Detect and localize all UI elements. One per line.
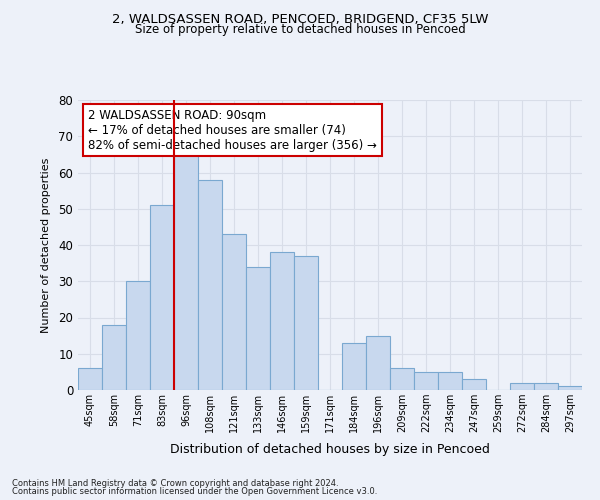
Bar [438,372,462,390]
Text: Contains public sector information licensed under the Open Government Licence v3: Contains public sector information licen… [12,487,377,496]
Bar [534,383,558,390]
Bar [390,368,414,390]
Bar [462,379,486,390]
Bar [78,368,102,390]
Bar [510,383,534,390]
Bar [366,336,390,390]
Bar [198,180,222,390]
Text: Contains HM Land Registry data © Crown copyright and database right 2024.: Contains HM Land Registry data © Crown c… [12,478,338,488]
Bar [414,372,438,390]
Text: Distribution of detached houses by size in Pencoed: Distribution of detached houses by size … [170,442,490,456]
Bar [246,267,270,390]
Text: 2 WALDSASSEN ROAD: 90sqm
← 17% of detached houses are smaller (74)
82% of semi-d: 2 WALDSASSEN ROAD: 90sqm ← 17% of detach… [88,108,377,152]
Bar [558,386,582,390]
Bar [102,325,126,390]
Text: 2, WALDSASSEN ROAD, PENCOED, BRIDGEND, CF35 5LW: 2, WALDSASSEN ROAD, PENCOED, BRIDGEND, C… [112,12,488,26]
Y-axis label: Number of detached properties: Number of detached properties [41,158,52,332]
Bar [294,256,318,390]
Bar [174,151,198,390]
Bar [270,252,294,390]
Bar [222,234,246,390]
Bar [342,343,366,390]
Bar [150,205,174,390]
Bar [126,281,150,390]
Text: Size of property relative to detached houses in Pencoed: Size of property relative to detached ho… [134,22,466,36]
